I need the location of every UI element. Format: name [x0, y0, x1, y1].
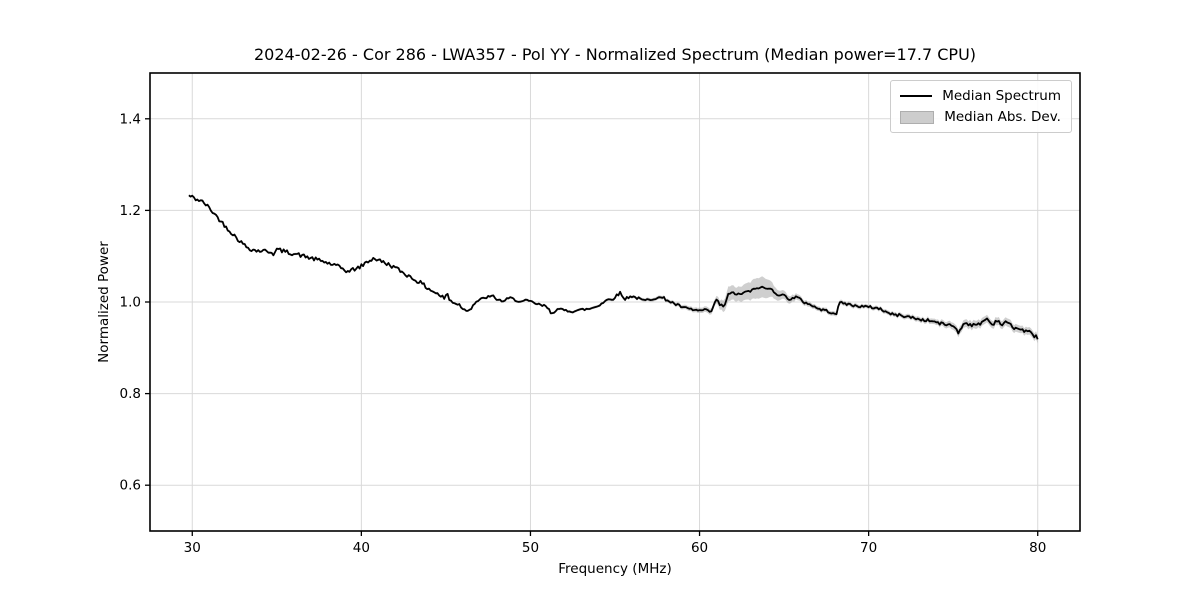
x-axis-label: Frequency (MHz) [558, 561, 672, 577]
chart-title: 2024-02-26 - Cor 286 - LWA357 - Pol YY -… [253, 45, 977, 64]
x-tick-label: 60 [691, 540, 708, 556]
legend-item-median-abs-dev: Median Abs. Dev. [900, 109, 1061, 125]
x-tick-label: 70 [860, 540, 877, 556]
legend-item-median-spectrum: Median Spectrum [900, 88, 1061, 104]
legend: Median Spectrum Median Abs. Dev. [890, 80, 1072, 133]
y-tick-label: 1.0 [120, 295, 141, 311]
line-swatch-icon [900, 95, 933, 97]
x-tick-label: 30 [184, 540, 201, 556]
median-spectrum-line [188, 194, 1039, 340]
y-tick-label: 0.8 [120, 386, 141, 402]
y-tick-label: 1.4 [120, 111, 141, 127]
x-tick-label: 80 [1029, 540, 1046, 556]
y-tick-label: 0.6 [120, 478, 141, 494]
x-tick-label: 40 [353, 540, 370, 556]
mad-band [188, 194, 1038, 344]
legend-label-median-spectrum: Median Spectrum [942, 88, 1061, 104]
legend-label-median-abs-dev: Median Abs. Dev. [944, 109, 1061, 125]
band-swatch-icon [900, 110, 935, 124]
y-axis-label: Normalized Power [96, 241, 112, 363]
x-tick-label: 50 [522, 540, 539, 556]
y-tick-label: 1.2 [120, 203, 141, 219]
